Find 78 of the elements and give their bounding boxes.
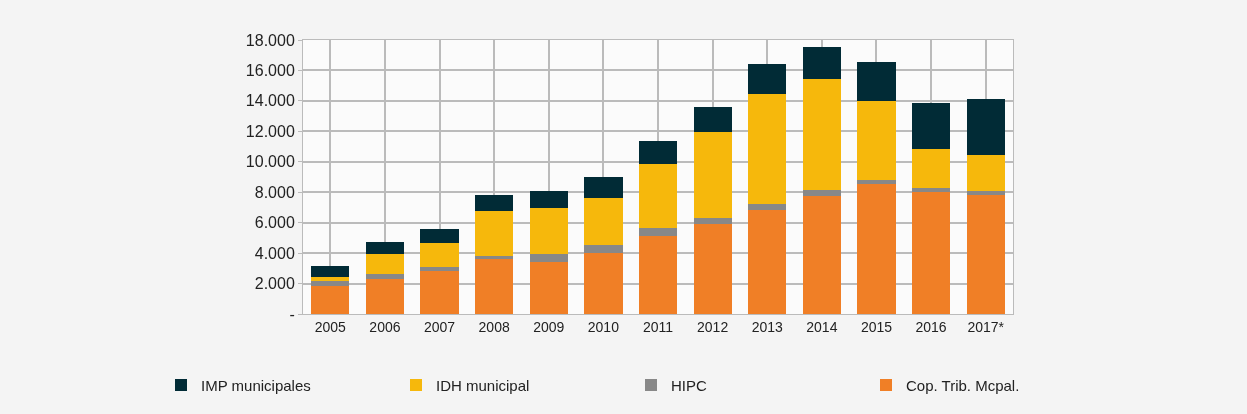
y-tick-label: 16.000 [245, 62, 295, 80]
bar [802, 78, 841, 191]
x-tick-label: 2017* [967, 318, 1005, 335]
bar [802, 190, 841, 196]
bar [911, 192, 951, 314]
y-tick-label: 12.000 [245, 122, 295, 140]
bar [365, 253, 405, 275]
bar [693, 224, 732, 314]
y-tick-label: 2.000 [254, 275, 295, 293]
y-tick-label: 4.000 [254, 244, 295, 262]
bar [638, 163, 678, 228]
bar [311, 286, 350, 314]
bar [529, 253, 568, 262]
legend-label: HIPC [671, 376, 707, 394]
bar [748, 210, 787, 314]
x-tick-label: 2015 [860, 318, 893, 335]
bar [420, 271, 459, 314]
x-tick-label: 2014 [806, 318, 838, 335]
x-tick-label: 2007 [423, 318, 456, 335]
legend-label: IDH municipal [436, 376, 530, 394]
bar [420, 267, 459, 272]
bar [638, 227, 678, 237]
y-tick-label: 8.000 [254, 183, 295, 201]
x-tick-label: 2010 [587, 318, 620, 335]
bar [693, 131, 732, 219]
bar [475, 256, 514, 260]
bar [584, 253, 623, 314]
bar [857, 184, 896, 314]
x-tick-label: 2009 [533, 318, 565, 335]
bar [911, 149, 951, 189]
bar [365, 274, 405, 280]
bar [911, 102, 951, 150]
bar [475, 194, 514, 212]
x-tick-label: 2013 [751, 318, 784, 335]
bar [802, 46, 841, 79]
bar [365, 279, 405, 314]
x-tick-label: 2016 [915, 318, 947, 335]
y-tick-label: 14.000 [245, 92, 295, 110]
legend-label: IMP municipales [201, 376, 311, 394]
bar [857, 62, 896, 101]
bar [857, 100, 896, 181]
bar [584, 176, 623, 198]
bar [748, 63, 787, 95]
x-tick-label: 2005 [314, 318, 347, 335]
bar [748, 94, 787, 204]
x-tick-label: 2008 [478, 318, 510, 335]
y-tick-label: 18.000 [245, 31, 295, 49]
bar [311, 280, 350, 287]
bar [966, 98, 1005, 156]
bar [638, 140, 678, 164]
bar [475, 259, 514, 314]
bar [311, 277, 350, 281]
bar [966, 191, 1005, 195]
legend-label: Cop. Trib. Mcpal. [906, 376, 1020, 394]
bar [693, 106, 732, 132]
bar [584, 245, 623, 254]
bar [638, 236, 678, 314]
bar [584, 197, 623, 246]
x-tick-label: 2006 [369, 318, 401, 335]
bar [966, 155, 1005, 192]
bar [802, 195, 841, 314]
bar [693, 218, 732, 225]
bar [420, 243, 459, 268]
y-tick-label: 10.000 [245, 153, 295, 171]
bar [911, 188, 951, 193]
bar [529, 208, 568, 254]
bar [420, 228, 459, 244]
y-tick-label: 6.000 [254, 214, 295, 232]
bar [529, 261, 568, 314]
x-tick-label: 2011 [642, 318, 674, 335]
bar [311, 265, 350, 278]
bar [529, 191, 568, 209]
bar [966, 194, 1005, 314]
bar [857, 180, 896, 184]
y-tick-label: - [289, 305, 295, 323]
x-tick-label: 2012 [697, 318, 729, 335]
bar [475, 211, 514, 257]
bar [365, 241, 405, 254]
